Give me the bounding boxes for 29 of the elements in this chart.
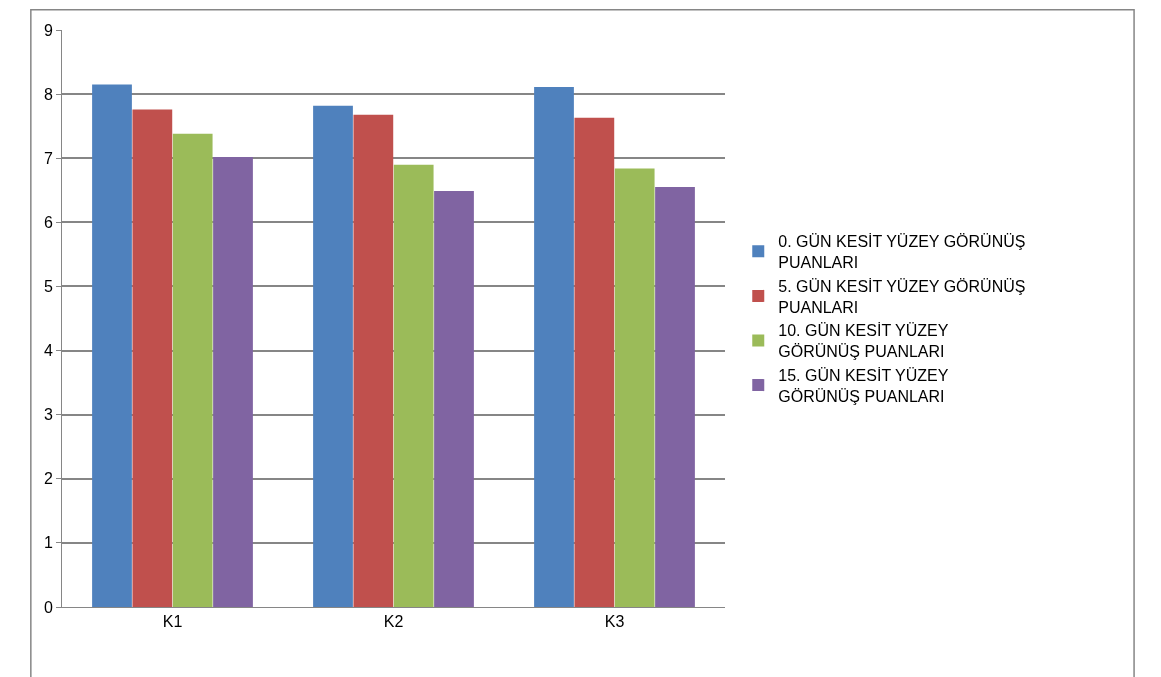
- bar: [172, 133, 213, 607]
- y-tick-label: 4: [43, 342, 53, 360]
- y-tick-label: 3: [43, 406, 53, 424]
- x-tick-label: K1: [162, 613, 183, 631]
- bar: [92, 84, 132, 607]
- y-tick-label: 7: [43, 149, 53, 167]
- bar: [353, 114, 394, 607]
- bar: [393, 164, 434, 607]
- legend-label: 0. GÜN KESİT YÜZEY GÖRÜNÜŞ PUANLARI: [778, 232, 1026, 271]
- y-tick-label: 8: [43, 85, 53, 103]
- bar: [132, 109, 173, 607]
- bar: [313, 105, 353, 607]
- bar: [655, 187, 695, 607]
- y-tick-label: 1: [43, 534, 53, 552]
- bar: [434, 190, 474, 607]
- y-tick-label: 9: [43, 21, 53, 39]
- legend-label: 10. GÜN KESİT YÜZEY GÖRÜNÜŞ PUANLARI: [778, 321, 949, 361]
- x-tick-label: K2: [383, 613, 404, 631]
- bar: [574, 117, 615, 607]
- x-tick-label: K3: [604, 613, 625, 631]
- legend-label: 15. GÜN KESİT YÜZEY GÖRÜNÜŞ PUANLARI: [778, 365, 949, 405]
- bar: [614, 168, 655, 607]
- y-tick-label: 6: [43, 213, 53, 231]
- y-tick-label: 2: [43, 470, 53, 488]
- y-tick-label: 5: [43, 278, 53, 296]
- y-tick-label: 0: [43, 598, 53, 616]
- bar: [534, 87, 574, 607]
- bar: [213, 156, 253, 607]
- legend-label: 5. GÜN KESİT YÜZEY GÖRÜNÜŞ PUANLARI: [778, 276, 1026, 316]
